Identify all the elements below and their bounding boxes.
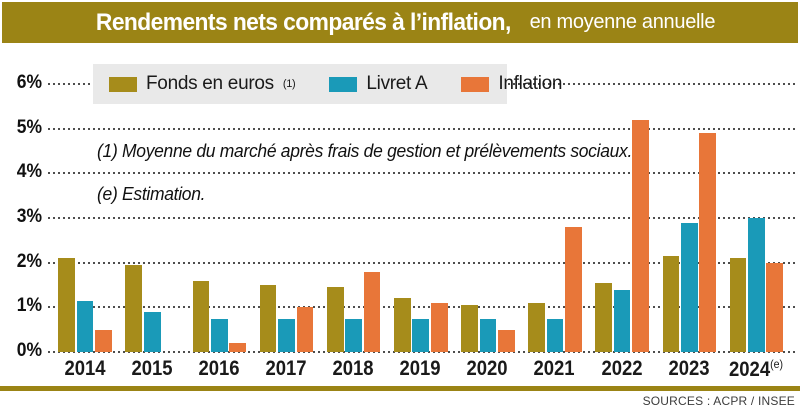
bar-livret-a-2017 [278, 318, 295, 352]
legend-swatch-livret-a [329, 76, 358, 92]
gridline-2% [48, 261, 796, 264]
legend-label: Fonds en euros [146, 73, 274, 94]
footnote-estimation: (e) Estimation. [97, 184, 206, 204]
bar-livret-a-2021 [546, 318, 564, 352]
bar-fonds-en-euros-2022 [595, 282, 613, 352]
bar-fonds-en-euros-2014 [58, 258, 76, 352]
x-axis-tick-2023: 2023 [668, 357, 710, 380]
x-axis-tick-2015: 2015 [131, 357, 173, 380]
bar-fonds-en-euros-2015 [125, 264, 143, 352]
bar-livret-a-2015 [143, 311, 161, 352]
bar-livret-a-2018 [345, 318, 362, 352]
y-axis-tick-6: 6% [16, 72, 42, 93]
bar-livret-a-2022 [613, 289, 631, 352]
bar-inflation-2016 [229, 343, 247, 352]
estimation-superscript: (e) [769, 357, 783, 371]
bar-livret-a-2023 [680, 222, 698, 352]
legend-item-livret-a: Livret A [329, 73, 428, 95]
legend-item-fonds-en-euros: Fonds en euros (1) [109, 73, 296, 95]
bar-inflation-2021 [565, 226, 582, 352]
bar-fonds-en-euros-2023 [662, 256, 680, 352]
bar-inflation-2018 [363, 271, 381, 352]
gridline-1% [48, 306, 796, 309]
bar-inflation-2023 [699, 133, 717, 352]
x-axis-tick-2016: 2016 [198, 357, 240, 380]
bar-fonds-en-euros-2021 [528, 302, 545, 352]
legend-swatch-fonds-en-euros [109, 76, 137, 92]
gridline-5% [48, 127, 796, 130]
bar-inflation-2017 [296, 307, 314, 352]
bar-fonds-en-euros-2018 [326, 287, 344, 352]
x-axis-tick-2014: 2014 [63, 357, 106, 380]
bar-inflation-2014 [95, 329, 112, 352]
footer-divider [0, 386, 800, 391]
title-bar: Rendements nets comparés à l’inflation, … [2, 2, 798, 43]
chart-legend: Fonds en euros (1) Livret A Inflation [93, 64, 563, 104]
x-axis-tick-2024: 2024(e) [728, 357, 783, 381]
bar-fonds-en-euros-2017 [259, 285, 277, 352]
bar-livret-a-2014 [76, 300, 94, 352]
gridline-0% [48, 351, 796, 353]
legend-label: Livret A [366, 73, 428, 94]
legend-label: Inflation [498, 73, 563, 94]
page-title: Rendements nets comparés à l’inflation, [95, 8, 511, 36]
y-axis-tick-1: 1% [16, 295, 42, 317]
source-credit: SOURCES : ACPR / INSEE [642, 394, 795, 408]
bar-inflation-2022 [632, 119, 649, 352]
bar-livret-a-2016 [211, 318, 228, 352]
x-axis-tick-2017: 2017 [265, 357, 307, 380]
bar-livret-a-2019 [412, 318, 430, 352]
x-axis-tick-2018: 2018 [332, 357, 374, 380]
page-subtitle: en moyenne annuelle [529, 11, 716, 33]
bar-inflation-2019 [430, 302, 448, 352]
legend-item-inflation: Inflation [461, 73, 563, 95]
y-axis-tick-0: 0% [16, 340, 42, 361]
bar-fonds-en-euros-2019 [393, 298, 411, 352]
bar-inflation-2020 [497, 329, 515, 352]
bar-fonds-en-euros-2016 [192, 280, 210, 352]
x-axis-tick-2020: 2020 [466, 357, 508, 380]
y-axis-tick-4: 4% [16, 161, 42, 183]
legend-footnote-marker: (1) [282, 78, 296, 90]
footnote-1: (1) Moyenne du marché après frais de ges… [97, 141, 633, 161]
bar-livret-a-2024 [748, 218, 765, 352]
x-axis-tick-2019: 2019 [399, 357, 441, 380]
y-axis-tick-5: 5% [16, 116, 42, 138]
bar-fonds-en-euros-2024 [729, 258, 747, 352]
y-axis-tick-2: 2% [16, 250, 42, 272]
x-axis-tick-2022: 2022 [600, 357, 643, 380]
gridline-4% [48, 172, 796, 175]
x-axis-tick-2021: 2021 [533, 357, 575, 380]
bar-inflation-2024 [766, 262, 784, 352]
legend-swatch-inflation [461, 76, 490, 92]
y-axis-tick-3: 3% [16, 206, 42, 227]
bar-livret-a-2020 [479, 318, 497, 352]
gridline-3% [48, 217, 796, 219]
bar-fonds-en-euros-2020 [461, 305, 478, 352]
